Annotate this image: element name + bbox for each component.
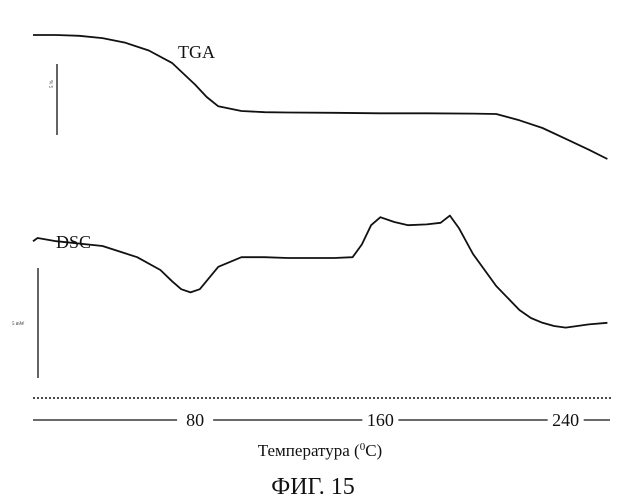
- tga-scale-label: 5 %: [50, 80, 55, 88]
- x-tick-label: 160: [367, 410, 394, 430]
- x-tick-label: 240: [552, 410, 579, 430]
- dsc-series-label: DSC: [56, 232, 91, 252]
- x-tick-label: 80: [186, 410, 204, 430]
- figure-caption: ФИГ. 15: [271, 474, 354, 500]
- dsc-scale-label: 5 mW: [12, 322, 25, 327]
- tga-series-label: TGA: [178, 42, 215, 62]
